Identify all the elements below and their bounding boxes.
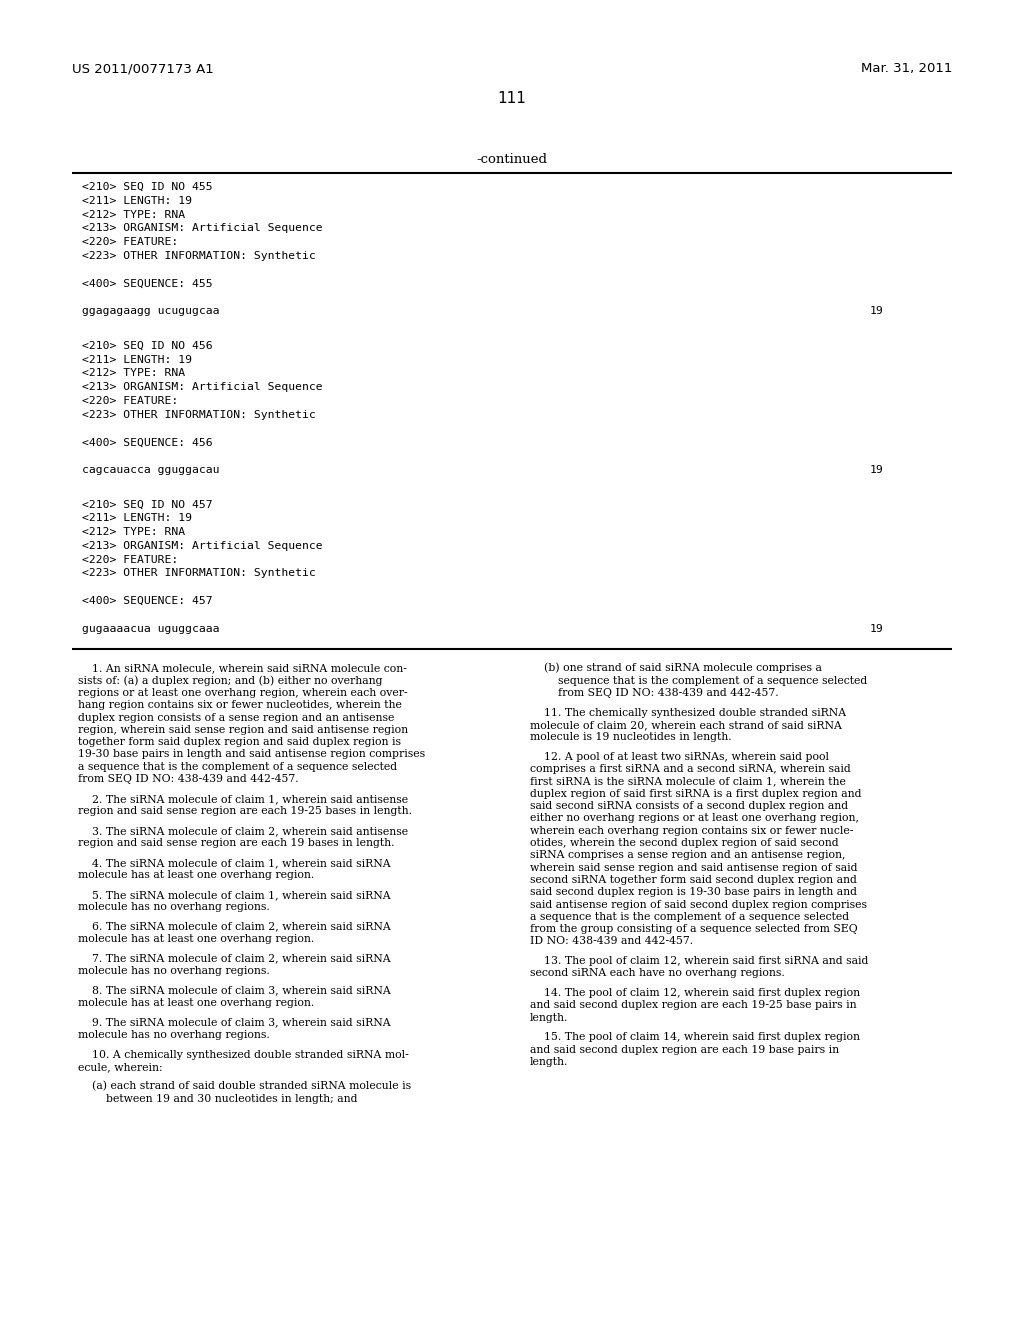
Text: 12. A pool of at least two siRNAs, wherein said pool: 12. A pool of at least two siRNAs, where… [530,752,829,762]
Text: ggagagaagg ucugugcaa: ggagagaagg ucugugcaa [82,306,219,317]
Text: <223> OTHER INFORMATION: Synthetic: <223> OTHER INFORMATION: Synthetic [82,569,315,578]
Text: 19: 19 [870,306,884,317]
Text: first siRNA is the siRNA molecule of claim 1, wherein the: first siRNA is the siRNA molecule of cla… [530,776,846,787]
Text: 19-30 base pairs in length and said antisense region comprises: 19-30 base pairs in length and said anti… [78,750,425,759]
Text: <212> TYPE: RNA: <212> TYPE: RNA [82,527,185,537]
Text: 19: 19 [870,465,884,475]
Text: together form said duplex region and said duplex region is: together form said duplex region and sai… [78,737,401,747]
Text: 3. The siRNA molecule of claim 2, wherein said antisense: 3. The siRNA molecule of claim 2, wherei… [78,826,409,836]
Text: from the group consisting of a sequence selected from SEQ: from the group consisting of a sequence … [530,924,858,935]
Text: from SEQ ID NO: 438-439 and 442-457.: from SEQ ID NO: 438-439 and 442-457. [78,774,299,784]
Text: 15. The pool of claim 14, wherein said first duplex region: 15. The pool of claim 14, wherein said f… [530,1032,860,1043]
Text: molecule has no overhang regions.: molecule has no overhang regions. [78,966,269,975]
Text: region and said sense region are each 19-25 bases in length.: region and said sense region are each 19… [78,807,412,816]
Text: molecule of claim 20, wherein each strand of said siRNA: molecule of claim 20, wherein each stran… [530,719,842,730]
Text: 9. The siRNA molecule of claim 3, wherein said siRNA: 9. The siRNA molecule of claim 3, wherei… [78,1018,390,1028]
Text: said second siRNA consists of a second duplex region and: said second siRNA consists of a second d… [530,801,848,812]
Text: region and said sense region are each 19 bases in length.: region and said sense region are each 19… [78,838,394,847]
Text: duplex region of said first siRNA is a first duplex region and: duplex region of said first siRNA is a f… [530,789,861,799]
Text: sequence that is the complement of a sequence selected: sequence that is the complement of a seq… [530,676,867,685]
Text: <210> SEQ ID NO 456: <210> SEQ ID NO 456 [82,341,213,351]
Text: <213> ORGANISM: Artificial Sequence: <213> ORGANISM: Artificial Sequence [82,223,323,234]
Text: 2. The siRNA molecule of claim 1, wherein said antisense: 2. The siRNA molecule of claim 1, wherei… [78,793,409,804]
Text: <223> OTHER INFORMATION: Synthetic: <223> OTHER INFORMATION: Synthetic [82,409,315,420]
Text: sists of: (a) a duplex region; and (b) either no overhang: sists of: (a) a duplex region; and (b) e… [78,675,383,685]
Text: <210> SEQ ID NO 455: <210> SEQ ID NO 455 [82,182,213,191]
Text: ID NO: 438-439 and 442-457.: ID NO: 438-439 and 442-457. [530,936,693,946]
Text: <223> OTHER INFORMATION: Synthetic: <223> OTHER INFORMATION: Synthetic [82,251,315,261]
Text: second siRNA together form said second duplex region and: second siRNA together form said second d… [530,875,857,884]
Text: said antisense region of said second duplex region comprises: said antisense region of said second dup… [530,899,867,909]
Text: <210> SEQ ID NO 457: <210> SEQ ID NO 457 [82,499,213,510]
Text: a sequence that is the complement of a sequence selected: a sequence that is the complement of a s… [78,762,397,772]
Text: length.: length. [530,1057,568,1067]
Text: 13. The pool of claim 12, wherein said first siRNA and said: 13. The pool of claim 12, wherein said f… [530,956,868,966]
Text: duplex region consists of a sense region and an antisense: duplex region consists of a sense region… [78,713,394,722]
Text: wherein each overhang region contains six or fewer nucle-: wherein each overhang region contains si… [530,826,853,836]
Text: 1. An siRNA molecule, wherein said siRNA molecule con-: 1. An siRNA molecule, wherein said siRNA… [78,664,407,673]
Text: wherein said sense region and said antisense region of said: wherein said sense region and said antis… [530,863,857,873]
Text: and said second duplex region are each 19 base pairs in: and said second duplex region are each 1… [530,1044,839,1055]
Text: <220> FEATURE:: <220> FEATURE: [82,396,178,407]
Text: <212> TYPE: RNA: <212> TYPE: RNA [82,210,185,219]
Text: <211> LENGTH: 19: <211> LENGTH: 19 [82,513,193,523]
Text: ecule, wherein:: ecule, wherein: [78,1061,163,1072]
Text: <212> TYPE: RNA: <212> TYPE: RNA [82,368,185,379]
Text: second siRNA each have no overhang regions.: second siRNA each have no overhang regio… [530,969,784,978]
Text: <211> LENGTH: 19: <211> LENGTH: 19 [82,355,193,364]
Text: a sequence that is the complement of a sequence selected: a sequence that is the complement of a s… [530,912,849,921]
Text: molecule has no overhang regions.: molecule has no overhang regions. [78,902,269,912]
Text: 7. The siRNA molecule of claim 2, wherein said siRNA: 7. The siRNA molecule of claim 2, wherei… [78,953,390,964]
Text: length.: length. [530,1012,568,1023]
Text: 5. The siRNA molecule of claim 1, wherein said siRNA: 5. The siRNA molecule of claim 1, wherei… [78,890,390,900]
Text: molecule has no overhang regions.: molecule has no overhang regions. [78,1030,269,1040]
Text: <400> SEQUENCE: 455: <400> SEQUENCE: 455 [82,279,213,289]
Text: molecule has at least one overhang region.: molecule has at least one overhang regio… [78,870,314,880]
Text: cagcauacca gguggacau: cagcauacca gguggacau [82,465,219,475]
Text: <400> SEQUENCE: 457: <400> SEQUENCE: 457 [82,597,213,606]
Text: molecule has at least one overhang region.: molecule has at least one overhang regio… [78,998,314,1008]
Text: <213> ORGANISM: Artificial Sequence: <213> ORGANISM: Artificial Sequence [82,541,323,550]
Text: molecule is 19 nucleotides in length.: molecule is 19 nucleotides in length. [530,733,731,742]
Text: <213> ORGANISM: Artificial Sequence: <213> ORGANISM: Artificial Sequence [82,381,323,392]
Text: -continued: -continued [476,153,548,166]
Text: siRNA comprises a sense region and an antisense region,: siRNA comprises a sense region and an an… [530,850,846,861]
Text: (b) one strand of said siRNA molecule comprises a: (b) one strand of said siRNA molecule co… [530,663,822,673]
Text: region, wherein said sense region and said antisense region: region, wherein said sense region and sa… [78,725,409,735]
Text: US 2011/0077173 A1: US 2011/0077173 A1 [72,62,214,75]
Text: comprises a first siRNA and a second siRNA, wherein said: comprises a first siRNA and a second siR… [530,764,851,775]
Text: Mar. 31, 2011: Mar. 31, 2011 [860,62,952,75]
Text: from SEQ ID NO: 438-439 and 442-457.: from SEQ ID NO: 438-439 and 442-457. [530,688,778,698]
Text: 6. The siRNA molecule of claim 2, wherein said siRNA: 6. The siRNA molecule of claim 2, wherei… [78,921,391,932]
Text: gugaaaacua uguggcaaa: gugaaaacua uguggcaaa [82,623,219,634]
Text: either no overhang regions or at least one overhang region,: either no overhang regions or at least o… [530,813,859,824]
Text: 4. The siRNA molecule of claim 1, wherein said siRNA: 4. The siRNA molecule of claim 1, wherei… [78,858,390,867]
Text: <220> FEATURE:: <220> FEATURE: [82,554,178,565]
Text: otides, wherein the second duplex region of said second: otides, wherein the second duplex region… [530,838,839,847]
Text: between 19 and 30 nucleotides in length; and: between 19 and 30 nucleotides in length;… [78,1094,357,1104]
Text: molecule has at least one overhang region.: molecule has at least one overhang regio… [78,935,314,944]
Text: 11. The chemically synthesized double stranded siRNA: 11. The chemically synthesized double st… [530,708,846,718]
Text: (a) each strand of said double stranded siRNA molecule is: (a) each strand of said double stranded … [78,1081,411,1092]
Text: 111: 111 [498,91,526,106]
Text: 14. The pool of claim 12, wherein said first duplex region: 14. The pool of claim 12, wherein said f… [530,989,860,998]
Text: <400> SEQUENCE: 456: <400> SEQUENCE: 456 [82,437,213,447]
Text: 19: 19 [870,623,884,634]
Text: <211> LENGTH: 19: <211> LENGTH: 19 [82,195,193,206]
Text: <220> FEATURE:: <220> FEATURE: [82,238,178,247]
Text: and said second duplex region are each 19-25 base pairs in: and said second duplex region are each 1… [530,1001,857,1010]
Text: 8. The siRNA molecule of claim 3, wherein said siRNA: 8. The siRNA molecule of claim 3, wherei… [78,986,391,995]
Text: regions or at least one overhang region, wherein each over-: regions or at least one overhang region,… [78,688,408,698]
Text: 10. A chemically synthesized double stranded siRNA mol-: 10. A chemically synthesized double stra… [78,1049,409,1060]
Text: said second duplex region is 19-30 base pairs in length and: said second duplex region is 19-30 base … [530,887,857,898]
Text: hang region contains six or fewer nucleotides, wherein the: hang region contains six or fewer nucleo… [78,701,401,710]
